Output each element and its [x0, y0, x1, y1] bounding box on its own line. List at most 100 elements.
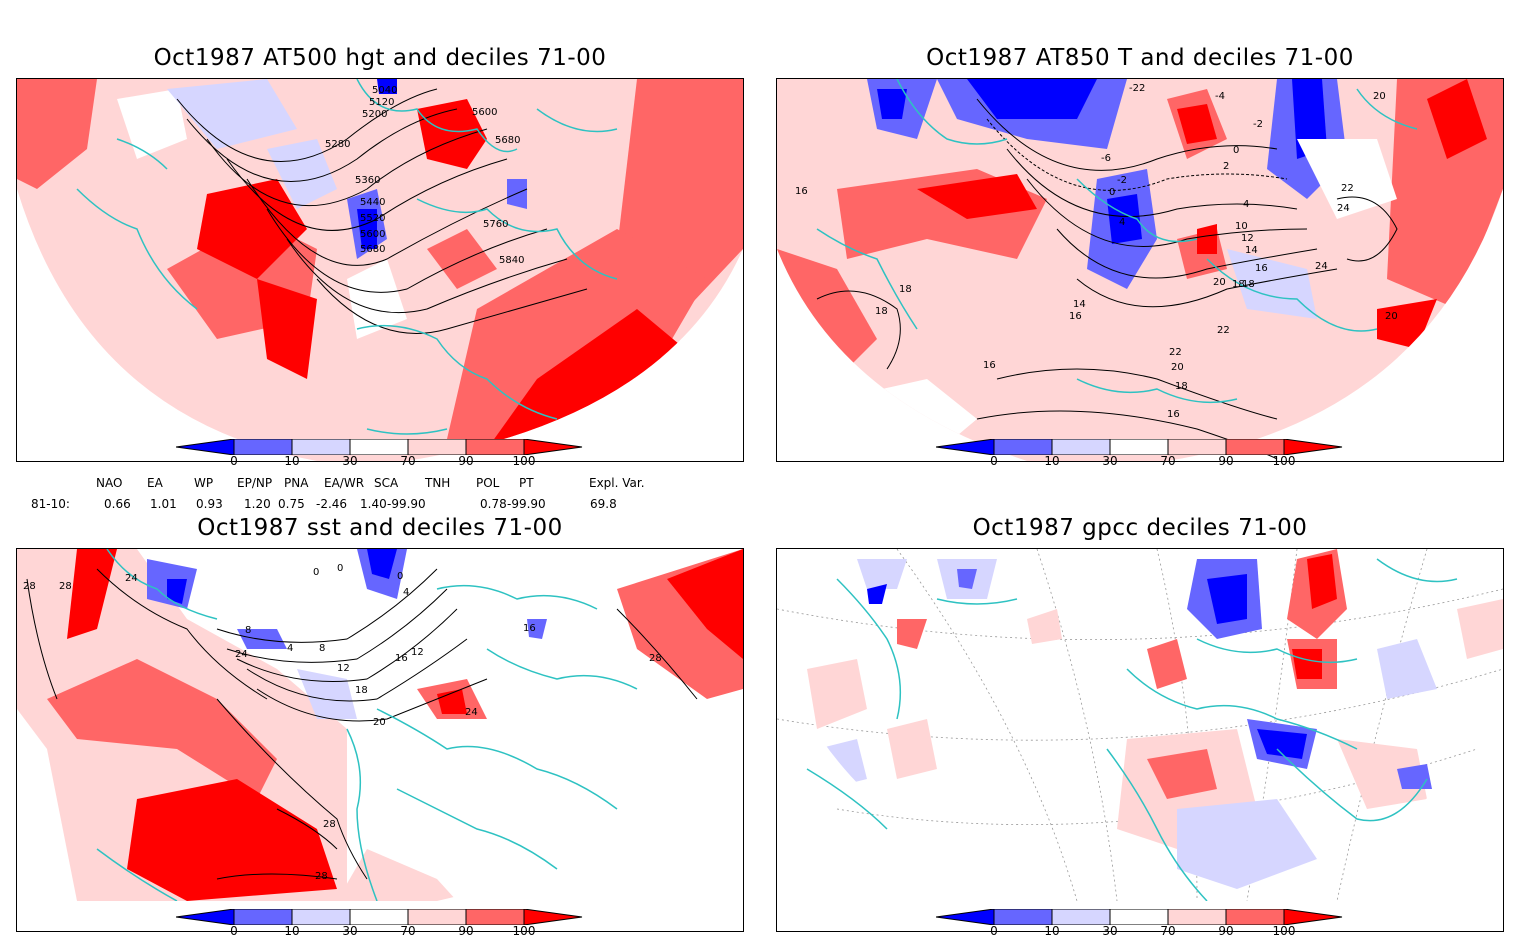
contour-label: 8 — [245, 625, 251, 636]
colorbar-tick: 0 — [990, 454, 998, 468]
colorbar-tick: 90 — [458, 924, 474, 938]
contour-label: 8 — [319, 643, 325, 654]
contour-label: 5360 — [355, 175, 380, 186]
contour-label: 5200 — [362, 109, 387, 120]
colorbar-tick: 30 — [342, 924, 358, 938]
index-header-tnh: TNH — [425, 476, 451, 490]
contour-label: 4 — [1119, 217, 1125, 228]
colorbar-gpcc: 0 10 30 70 90 100 — [936, 909, 1356, 943]
colorbar-tick: 30 — [342, 454, 358, 468]
contour-label: 5680 — [495, 135, 520, 146]
index-header-wp: WP — [194, 476, 214, 490]
contour-label: 0 — [1233, 145, 1239, 156]
index-value-ea: 1.01 — [150, 497, 177, 511]
contour-label: 22 — [1169, 347, 1182, 358]
colorbar-tick: 70 — [1160, 924, 1176, 938]
colorbar-tick: 30 — [1102, 454, 1118, 468]
map-panel-sst: 28 28 24 0 0 0 4 4 8 8 12 12 16 18 20 24… — [16, 548, 744, 932]
colorbar-tick: 0 — [230, 924, 238, 938]
contour-label: 4 — [287, 643, 293, 654]
contour-label: 0 — [397, 571, 403, 582]
panel-title-at850: Oct1987 AT850 T and deciles 71-00 — [926, 45, 1354, 71]
contour-label: 12 — [337, 663, 350, 674]
contour-label: 5040 — [372, 85, 397, 96]
contour-label: 16 — [1069, 311, 1082, 322]
contour-label: -2 — [1117, 175, 1127, 186]
index-value-sca: 1.40 — [360, 497, 387, 511]
colorbar-tick: 90 — [458, 454, 474, 468]
contour-label: 4 — [1243, 199, 1249, 210]
contour-label: 20 — [1213, 277, 1226, 288]
contour-label: 5120 — [369, 97, 394, 108]
index-value-wp: 0.93 — [196, 497, 223, 511]
index-value-explvar: 69.8 — [590, 497, 617, 511]
contour-label: 10 — [1235, 221, 1248, 232]
index-value-pna: 0.75 — [278, 497, 305, 511]
index-header-eawr: EA/WR — [324, 476, 365, 490]
index-header-nao: NAO — [96, 476, 123, 490]
contour-label: 24 — [465, 707, 478, 718]
contour-label: 14 — [1245, 245, 1258, 256]
contour-label: 5280 — [325, 139, 350, 150]
colorbar-tick: 100 — [512, 454, 536, 468]
contour-label: 22 — [1341, 183, 1354, 194]
colorbar-at500: 0 10 30 70 90 100 — [176, 439, 596, 473]
colorbar-tick: 70 — [400, 454, 416, 468]
index-value-eawr: -2.46 — [316, 497, 348, 511]
contour-label: 16 — [795, 186, 808, 197]
colorbar-tick: 10 — [1044, 454, 1060, 468]
contour-label: -2 — [1253, 119, 1263, 130]
index-value-pt: -99.90 — [507, 497, 546, 511]
index-header-sca: SCA — [374, 476, 399, 490]
contour-label: 5840 — [499, 255, 524, 266]
contour-label: 2 — [1223, 161, 1229, 172]
colorbar-tick: 30 — [1102, 924, 1118, 938]
contour-label: 14 — [1073, 299, 1086, 310]
colorbar-tick: 100 — [512, 924, 536, 938]
colorbar-tick: 0 — [230, 454, 238, 468]
contour-label: 16 — [523, 623, 536, 634]
contour-label: 0 — [313, 567, 319, 578]
index-value-tnh: -99.90 — [387, 497, 426, 511]
contour-label: 18 — [875, 306, 888, 317]
colorbar-at850: 0 10 30 70 90 100 — [936, 439, 1356, 473]
colorbar-tick: 100 — [1272, 924, 1296, 938]
map-panel-at850: -22 -4 -2 0 2 -6 -2 0 4 4 10 12 14 16 20… — [776, 78, 1504, 462]
index-row-label: 81-10: — [31, 497, 70, 511]
contour-label: 5440 — [360, 197, 385, 208]
panel-title-at500: Oct1987 AT500 hgt and deciles 71-00 — [153, 45, 607, 71]
contour-label: -6 — [1101, 153, 1111, 164]
contour-label: -4 — [1215, 91, 1225, 102]
contour-label: -22 — [1129, 83, 1145, 94]
index-header-epnp: EP/NP — [237, 476, 273, 490]
contour-label: 5520 — [360, 213, 385, 224]
contour-label: 5600 — [360, 229, 385, 240]
contour-label: 16 — [1167, 409, 1180, 420]
contour-label: 4 — [403, 587, 409, 598]
index-header-pt: PT — [519, 476, 534, 490]
colorbar-tick: 10 — [284, 454, 300, 468]
contour-label: 18 — [1232, 279, 1245, 290]
index-value-epnp: 1.20 — [244, 497, 271, 511]
index-value-pol: 0.78 — [480, 497, 507, 511]
colorbar-tick: 100 — [1272, 454, 1296, 468]
contour-label: 24 — [1337, 203, 1350, 214]
contour-label: 5680 — [360, 244, 385, 255]
contour-label: 28 — [315, 871, 328, 882]
contour-label: 28 — [59, 581, 72, 592]
contour-label: 12 — [1241, 233, 1254, 244]
contour-label: 16 — [395, 653, 408, 664]
contour-label: 0 — [337, 563, 343, 574]
index-header-explvar: Expl. Var. — [589, 476, 645, 490]
contour-label: 20 — [1373, 91, 1386, 102]
index-header-pol: POL — [476, 476, 500, 490]
contour-label: 20 — [1171, 362, 1184, 373]
colorbar-tick: 90 — [1218, 454, 1234, 468]
colorbar-tick: 0 — [990, 924, 998, 938]
contour-label: 5600 — [472, 107, 497, 118]
panel-title-gpcc: Oct1987 gpcc deciles 71-00 — [972, 515, 1308, 541]
contour-label: 5760 — [483, 219, 508, 230]
panel-title-sst: Oct1987 sst and deciles 71-00 — [197, 515, 563, 541]
contour-label: 18 — [899, 284, 912, 295]
contour-label: 12 — [411, 647, 424, 658]
